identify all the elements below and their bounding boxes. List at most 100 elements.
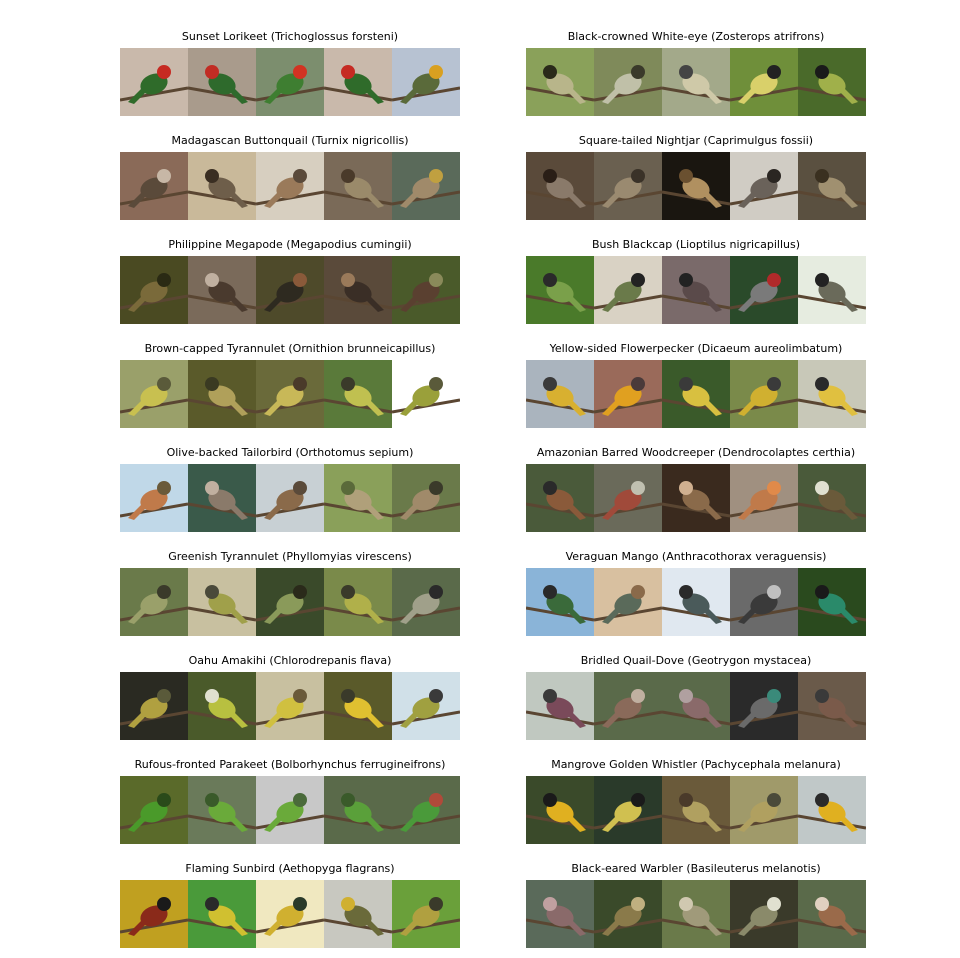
bird-photo-thumbnail [662, 48, 730, 116]
photo-cell [120, 672, 188, 740]
bird-photo-thumbnail [526, 464, 594, 532]
photo-cell [188, 152, 256, 220]
species-title: Oahu Amakihi (Chlorodrepanis flava) [188, 654, 392, 667]
species-title: Yellow-sided Flowerpecker (Dicaeum aureo… [549, 342, 843, 355]
photo-cell [526, 360, 594, 428]
bird-photo-thumbnail [392, 256, 460, 324]
photo-strip [120, 152, 460, 220]
bird-photo-thumbnail [392, 464, 460, 532]
photo-cell [730, 48, 798, 116]
bird-photo-thumbnail [188, 256, 256, 324]
bird-photo-thumbnail [256, 360, 324, 428]
bird-photo-thumbnail [594, 360, 662, 428]
bird-photo-thumbnail [120, 464, 188, 532]
photo-cell [526, 48, 594, 116]
bird-photo-thumbnail [188, 568, 256, 636]
photo-strip [526, 672, 866, 740]
photo-cell [188, 48, 256, 116]
photo-cell [324, 776, 392, 844]
photo-strip [526, 256, 866, 324]
photo-cell [594, 776, 662, 844]
photo-cell [662, 360, 730, 428]
bird-photo-thumbnail [120, 360, 188, 428]
bird-photo-thumbnail [324, 152, 392, 220]
photo-strip [120, 672, 460, 740]
photo-cell [392, 48, 460, 116]
bird-photo-thumbnail [730, 776, 798, 844]
photo-strip [526, 152, 866, 220]
photo-cell [662, 256, 730, 324]
bird-photo-thumbnail [594, 48, 662, 116]
photo-cell [730, 880, 798, 948]
photo-cell [392, 360, 460, 428]
photo-cell [256, 672, 324, 740]
species-title: Madagascan Buttonquail (Turnix nigricoll… [171, 134, 409, 147]
bird-photo-thumbnail [256, 152, 324, 220]
photo-cell [324, 568, 392, 636]
bird-photo-thumbnail [188, 776, 256, 844]
photo-strip [526, 568, 866, 636]
photo-strip [120, 464, 460, 532]
bird-photo-thumbnail [256, 880, 324, 948]
photo-cell [324, 152, 392, 220]
bird-photo-thumbnail [730, 464, 798, 532]
bird-photo-thumbnail [256, 48, 324, 116]
photo-cell [120, 776, 188, 844]
photo-cell [730, 256, 798, 324]
photo-cell [730, 360, 798, 428]
photo-cell [662, 48, 730, 116]
bird-photo-thumbnail [324, 464, 392, 532]
bird-photo-thumbnail [798, 464, 866, 532]
bird-photo-thumbnail [594, 568, 662, 636]
photo-cell [730, 568, 798, 636]
photo-cell [594, 152, 662, 220]
bird-photo-thumbnail [392, 152, 460, 220]
bird-photo-thumbnail [798, 880, 866, 948]
photo-cell [120, 464, 188, 532]
photo-strip [120, 776, 460, 844]
species-title: Flaming Sunbird (Aethopyga flagrans) [185, 862, 395, 875]
bird-photo-thumbnail [188, 464, 256, 532]
species-title: Bush Blackcap (Lioptilus nigricapillus) [591, 238, 801, 251]
bird-photo-thumbnail [256, 464, 324, 532]
photo-cell [798, 464, 866, 532]
species-title: Sunset Lorikeet (Trichoglossus forsteni) [181, 30, 399, 43]
photo-cell [256, 256, 324, 324]
species-title: Amazonian Barred Woodcreeper (Dendrocola… [536, 446, 856, 459]
bird-photo-thumbnail [256, 672, 324, 740]
species-title: Greenish Tyrannulet (Phyllomyias viresce… [168, 550, 412, 563]
photo-strip [120, 568, 460, 636]
photo-cell [798, 776, 866, 844]
photo-cell [662, 152, 730, 220]
photo-cell [392, 568, 460, 636]
bird-photo-thumbnail [662, 672, 730, 740]
photo-cell [392, 776, 460, 844]
bird-photo-thumbnail [392, 672, 460, 740]
bird-photo-thumbnail [188, 152, 256, 220]
photo-cell [526, 464, 594, 532]
bird-photo-thumbnail [526, 880, 594, 948]
bird-photo-thumbnail [188, 880, 256, 948]
bird-photo-thumbnail [392, 360, 460, 428]
photo-cell [798, 568, 866, 636]
bird-photo-thumbnail [798, 152, 866, 220]
photo-cell [662, 464, 730, 532]
bird-photo-thumbnail [392, 48, 460, 116]
photo-cell [324, 256, 392, 324]
bird-photo-thumbnail [798, 256, 866, 324]
bird-photo-thumbnail [324, 776, 392, 844]
photo-cell [798, 256, 866, 324]
photo-cell [256, 568, 324, 636]
bird-photo-thumbnail [324, 48, 392, 116]
bird-photo-thumbnail [730, 256, 798, 324]
bird-photo-thumbnail [188, 48, 256, 116]
photo-cell [120, 48, 188, 116]
photo-strip [526, 776, 866, 844]
bird-photo-thumbnail [662, 464, 730, 532]
bird-photo-thumbnail [594, 880, 662, 948]
photo-cell [798, 672, 866, 740]
bird-photo-thumbnail [120, 568, 188, 636]
bird-photo-thumbnail [526, 48, 594, 116]
photo-strip [120, 256, 460, 324]
bird-photo-thumbnail [120, 256, 188, 324]
